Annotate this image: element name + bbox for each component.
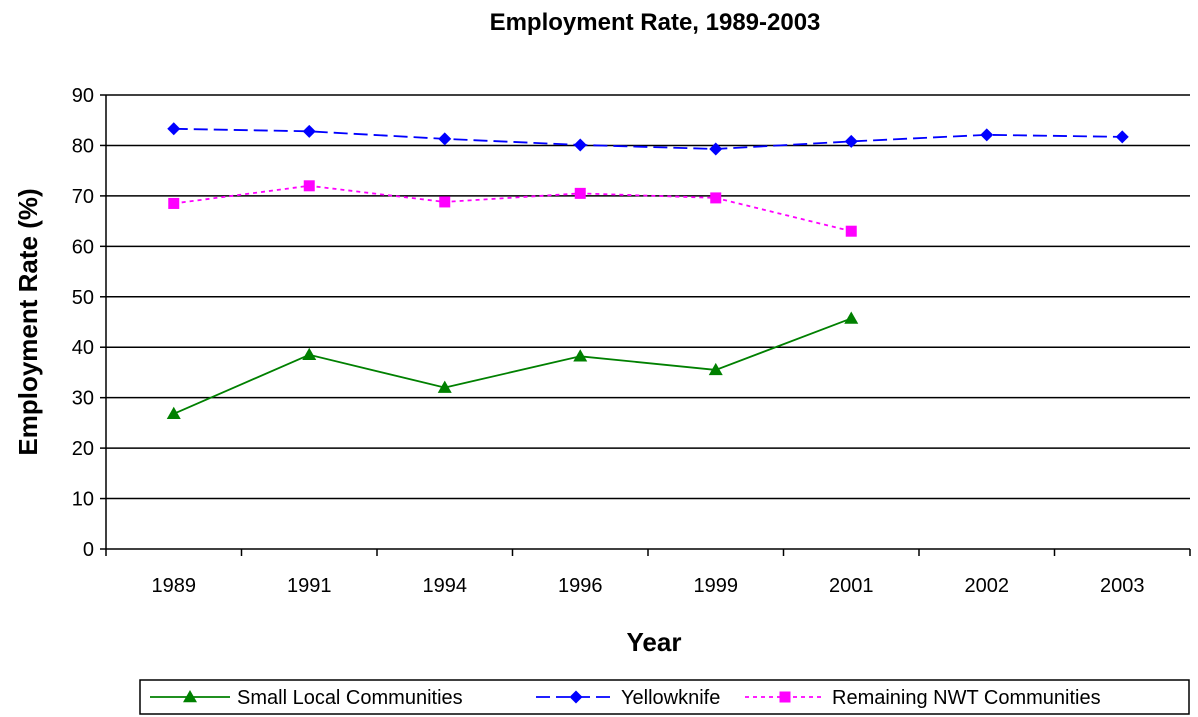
series-remaining-nwt-communities <box>168 180 857 237</box>
series-yellowknife <box>167 122 1129 156</box>
legend-entry-remaining-nwt-communities: Remaining NWT Communities <box>745 687 1101 709</box>
gridlines <box>106 94 1190 500</box>
y-axis-title: Employment Rate (%) <box>13 188 43 455</box>
y-tick-label-40: 40 <box>72 337 94 359</box>
series-small-local-communities <box>166 311 859 420</box>
data-point-remaining-nwt-communities-1994 <box>439 196 451 208</box>
data-point-yellowknife-1991 <box>302 124 316 138</box>
x-tick-label-2003: 2003 <box>1100 575 1145 597</box>
y-tick-label-30: 30 <box>72 388 94 410</box>
legend-marker-small-local-communities <box>183 690 197 703</box>
data-point-small-local-communities-1999 <box>708 362 723 376</box>
y-tick-label-60: 60 <box>72 236 94 258</box>
data-point-remaining-nwt-communities-1999 <box>710 192 722 204</box>
x-tick-label-1999: 1999 <box>694 575 739 597</box>
chart-title: Employment Rate, 1989-2003 <box>490 9 821 36</box>
data-point-small-local-communities-1996 <box>573 349 588 362</box>
legend-label-yellowknife: Yellowknife <box>621 687 720 709</box>
series-line-remaining-nwt-communities <box>173 184 852 233</box>
data-point-remaining-nwt-communities-1989 <box>168 197 180 209</box>
legend: Small Local Communities Yellowknife Remain… <box>139 679 1190 715</box>
x-tick-label-2001: 2001 <box>829 575 874 597</box>
axes <box>100 94 1191 556</box>
y-tick-label-90: 90 <box>72 85 94 107</box>
legend-marker-yellowknife <box>569 690 583 704</box>
x-tick-label-2002: 2002 <box>965 575 1010 597</box>
legend-label-remaining-nwt-communities: Remaining NWT Communities <box>832 687 1101 709</box>
y-tick-label-0: 0 <box>83 539 94 561</box>
x-tick-label-1991: 1991 <box>287 575 332 597</box>
x-tick-label-1989: 1989 <box>152 575 197 597</box>
data-point-yellowknife-2003 <box>1115 130 1129 144</box>
data-point-small-local-communities-1994 <box>437 380 452 393</box>
data-point-yellowknife-1999 <box>709 142 723 156</box>
y-tick-labels: 0 10 20 30 40 50 60 70 80 90 <box>72 85 94 561</box>
data-point-yellowknife-1996 <box>573 138 587 152</box>
data-point-small-local-communities-1989 <box>166 406 181 420</box>
x-tick-label-1994: 1994 <box>423 575 468 597</box>
data-point-yellowknife-1994 <box>438 132 452 146</box>
data-point-yellowknife-1989 <box>167 122 181 136</box>
x-axis-title: Year <box>627 627 682 657</box>
data-point-remaining-nwt-communities-2001 <box>845 225 857 237</box>
data-point-remaining-nwt-communities-1996 <box>574 187 586 199</box>
y-tick-label-10: 10 <box>72 489 94 511</box>
y-tick-label-80: 80 <box>72 135 94 157</box>
x-tick-label-1996: 1996 <box>558 575 603 597</box>
data-point-yellowknife-2002 <box>980 128 994 142</box>
legend-marker-remaining-nwt-communities <box>779 691 791 703</box>
series-group <box>166 122 1129 420</box>
data-point-remaining-nwt-communities-1991 <box>303 180 315 192</box>
series-line-yellowknife <box>173 127 1123 150</box>
legend-label-small-local-communities: Small Local Communities <box>237 687 463 709</box>
x-tick-labels: 1989 1991 1994 1996 1999 2001 2002 2003 <box>152 575 1145 597</box>
legend-entry-small-local-communities: Small Local Communities <box>150 687 463 709</box>
data-point-small-local-communities-1991 <box>302 347 317 361</box>
y-tick-label-20: 20 <box>72 438 94 460</box>
legend-entry-yellowknife: Yellowknife <box>536 687 720 709</box>
y-tick-label-50: 50 <box>72 287 94 309</box>
y-tick-label-70: 70 <box>72 186 94 208</box>
data-point-small-local-communities-2001 <box>844 311 859 324</box>
legend-box <box>139 679 1190 715</box>
series-line-small-local-communities <box>173 317 852 415</box>
data-point-yellowknife-2001 <box>844 134 858 148</box>
